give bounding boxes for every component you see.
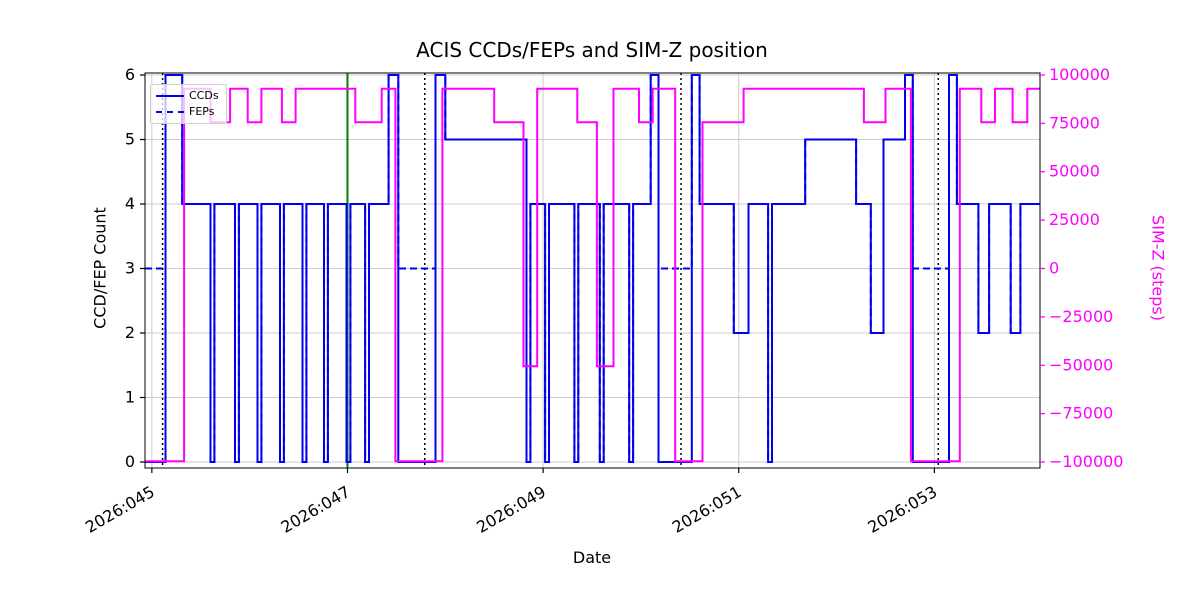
x-tick-label: 2026:045 (82, 482, 158, 537)
y-left-tick-label: 2 (125, 323, 135, 342)
y-axis-label-right: SIM-Z (steps) (1148, 215, 1168, 321)
legend-row-feps: FEPs (156, 104, 219, 120)
plot-border (144, 72, 1041, 469)
y-right-tick-label: 100000 (1049, 65, 1110, 84)
x-tick-label: 2026:049 (473, 482, 549, 537)
y-right-tick-label: −50000 (1049, 355, 1113, 374)
x-tick-label: 2026:053 (864, 482, 940, 537)
legend-label-ccds: CCDs (189, 89, 219, 102)
y-left-tick-label: 1 (125, 388, 135, 407)
legend-label-feps: FEPs (189, 105, 215, 118)
series-sim-z-line (145, 87, 1040, 463)
legend: CCDs FEPs (150, 84, 227, 124)
y-left-tick-label: 4 (125, 194, 135, 213)
y-right-tick-label: −100000 (1049, 452, 1123, 471)
chart-title: ACIS CCDs/FEPs and SIM-Z position (416, 38, 768, 62)
y-left-tick-label: 6 (125, 65, 135, 84)
legend-row-ccds: CCDs (156, 88, 219, 104)
x-tick-label: 2026:051 (669, 482, 745, 537)
x-tick-label: 2026:047 (278, 482, 354, 537)
y-right-tick-label: −25000 (1049, 307, 1113, 326)
y-axis-label-left: CCD/FEP Count (90, 207, 110, 329)
y-right-tick-label: 50000 (1049, 162, 1100, 181)
feps-line-sample-icon (156, 111, 184, 113)
y-left-tick-label: 3 (125, 259, 135, 278)
y-left-tick-label: 0 (125, 452, 135, 471)
y-right-tick-label: 75000 (1049, 113, 1100, 132)
x-axis-label: Date (572, 548, 612, 567)
series-feps-line (145, 74, 1040, 463)
y-left-tick-label: 5 (125, 129, 135, 148)
y-right-tick-label: 25000 (1049, 210, 1100, 229)
y-right-tick-label: 0 (1049, 259, 1059, 278)
ccds-line-sample-icon (156, 95, 184, 97)
y-right-tick-label: −75000 (1049, 404, 1113, 423)
